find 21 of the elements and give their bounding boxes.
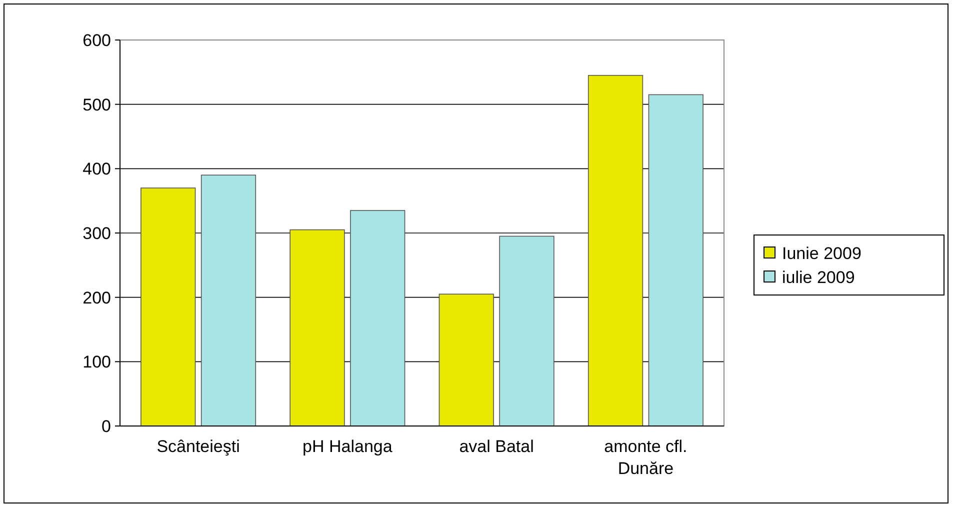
bar [290, 229, 345, 426]
y-tick-label: 200 [82, 288, 111, 308]
legend-label: Iunie 2009 [782, 244, 862, 263]
y-tick-label: 100 [82, 352, 111, 372]
x-tick-label: aval Batal [459, 437, 534, 456]
y-tick-label: 300 [82, 224, 111, 243]
bar [200, 174, 256, 426]
bar [438, 294, 494, 426]
y-tick-label: 500 [82, 95, 111, 114]
y-tick-label: 0 [102, 416, 111, 436]
x-tick-label: Scânteieşti [156, 437, 240, 456]
bar [140, 188, 196, 426]
bar [350, 210, 406, 426]
legend-label: iulie 2009 [782, 268, 855, 287]
y-tick-label: 400 [82, 160, 111, 179]
bar [499, 236, 554, 426]
bar [588, 74, 644, 426]
x-tick-label: amonte cfl. Dunăre [604, 437, 688, 478]
y-tick-label: 600 [82, 30, 111, 50]
bar [648, 94, 704, 426]
x-tick-label: pH Halanga [302, 437, 393, 456]
